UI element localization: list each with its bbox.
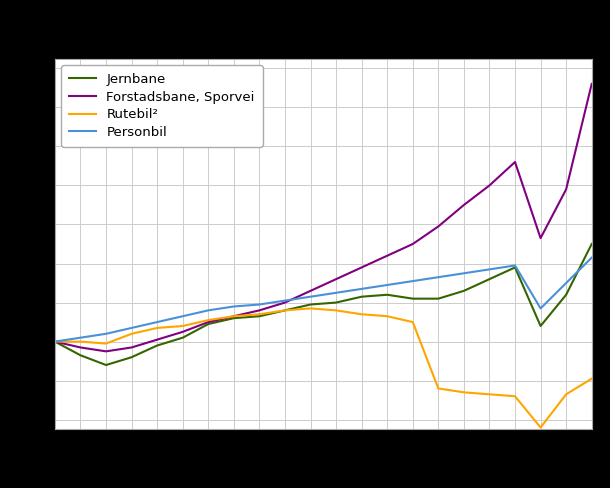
Jernbane xyxy=(179,335,187,341)
Jernbane xyxy=(204,321,212,327)
Personbil xyxy=(256,302,263,307)
Personbil xyxy=(332,290,340,296)
Jernbane xyxy=(486,276,493,282)
Forstadsbane, Sporvei xyxy=(384,253,391,259)
Jernbane xyxy=(332,300,340,305)
Jernbane xyxy=(154,343,161,348)
Jernbane xyxy=(588,241,595,247)
Rutebil² xyxy=(460,389,467,395)
Forstadsbane, Sporvei xyxy=(460,202,467,208)
Rutebil² xyxy=(384,313,391,319)
Rutebil² xyxy=(307,305,314,311)
Personbil xyxy=(562,280,570,286)
Rutebil² xyxy=(486,391,493,397)
Rutebil² xyxy=(562,391,570,397)
Jernbane xyxy=(537,323,544,329)
Rutebil² xyxy=(588,376,595,382)
Forstadsbane, Sporvei xyxy=(511,159,518,165)
Jernbane xyxy=(435,296,442,302)
Forstadsbane, Sporvei xyxy=(537,235,544,241)
Personbil xyxy=(435,274,442,280)
Rutebil² xyxy=(128,331,135,337)
Personbil xyxy=(179,313,187,319)
Forstadsbane, Sporvei xyxy=(307,288,314,294)
Personbil xyxy=(77,335,84,341)
Rutebil² xyxy=(537,425,544,430)
Line: Rutebil²: Rutebil² xyxy=(55,308,592,427)
Personbil xyxy=(537,305,544,311)
Personbil xyxy=(230,304,237,309)
Forstadsbane, Sporvei xyxy=(128,345,135,350)
Rutebil² xyxy=(77,339,84,345)
Personbil xyxy=(460,270,467,276)
Personbil xyxy=(51,339,59,345)
Line: Jernbane: Jernbane xyxy=(55,244,592,365)
Jernbane xyxy=(384,292,391,298)
Rutebil² xyxy=(179,323,187,329)
Personbil xyxy=(511,263,518,268)
Jernbane xyxy=(281,307,289,313)
Personbil xyxy=(102,331,110,337)
Jernbane xyxy=(460,288,467,294)
Jernbane xyxy=(409,296,417,302)
Jernbane xyxy=(562,292,570,298)
Personbil xyxy=(588,255,595,261)
Forstadsbane, Sporvei xyxy=(154,337,161,343)
Forstadsbane, Sporvei xyxy=(77,345,84,350)
Personbil xyxy=(281,298,289,304)
Rutebil² xyxy=(511,393,518,399)
Rutebil² xyxy=(435,386,442,391)
Forstadsbane, Sporvei xyxy=(256,307,263,313)
Jernbane xyxy=(77,352,84,358)
Rutebil² xyxy=(256,311,263,317)
Personbil xyxy=(358,286,365,292)
Rutebil² xyxy=(102,341,110,346)
Rutebil² xyxy=(51,339,59,345)
Forstadsbane, Sporvei xyxy=(332,276,340,282)
Personbil xyxy=(154,319,161,325)
Rutebil² xyxy=(281,307,289,313)
Personbil xyxy=(128,325,135,331)
Forstadsbane, Sporvei xyxy=(435,224,442,229)
Jernbane xyxy=(128,354,135,360)
Rutebil² xyxy=(332,307,340,313)
Jernbane xyxy=(230,315,237,321)
Forstadsbane, Sporvei xyxy=(281,300,289,305)
Forstadsbane, Sporvei xyxy=(179,329,187,335)
Forstadsbane, Sporvei xyxy=(562,186,570,192)
Line: Forstadsbane, Sporvei: Forstadsbane, Sporvei xyxy=(55,84,592,351)
Forstadsbane, Sporvei xyxy=(588,81,595,87)
Forstadsbane, Sporvei xyxy=(358,264,365,270)
Jernbane xyxy=(51,339,59,345)
Forstadsbane, Sporvei xyxy=(51,339,59,345)
Forstadsbane, Sporvei xyxy=(409,241,417,247)
Personbil xyxy=(384,282,391,288)
Rutebil² xyxy=(154,325,161,331)
Forstadsbane, Sporvei xyxy=(204,319,212,325)
Forstadsbane, Sporvei xyxy=(486,183,493,188)
Rutebil² xyxy=(409,319,417,325)
Jernbane xyxy=(358,294,365,300)
Line: Personbil: Personbil xyxy=(55,258,592,342)
Jernbane xyxy=(307,302,314,307)
Rutebil² xyxy=(230,313,237,319)
Forstadsbane, Sporvei xyxy=(230,313,237,319)
Personbil xyxy=(307,294,314,300)
Jernbane xyxy=(511,264,518,270)
Legend: Jernbane, Forstadsbane, Sporvei, Rutebil², Personbil: Jernbane, Forstadsbane, Sporvei, Rutebil… xyxy=(62,65,263,147)
Forstadsbane, Sporvei xyxy=(102,348,110,354)
Rutebil² xyxy=(358,311,365,317)
Jernbane xyxy=(102,362,110,368)
Personbil xyxy=(409,278,417,284)
Rutebil² xyxy=(204,317,212,323)
Jernbane xyxy=(256,313,263,319)
Personbil xyxy=(204,307,212,313)
Personbil xyxy=(486,266,493,272)
